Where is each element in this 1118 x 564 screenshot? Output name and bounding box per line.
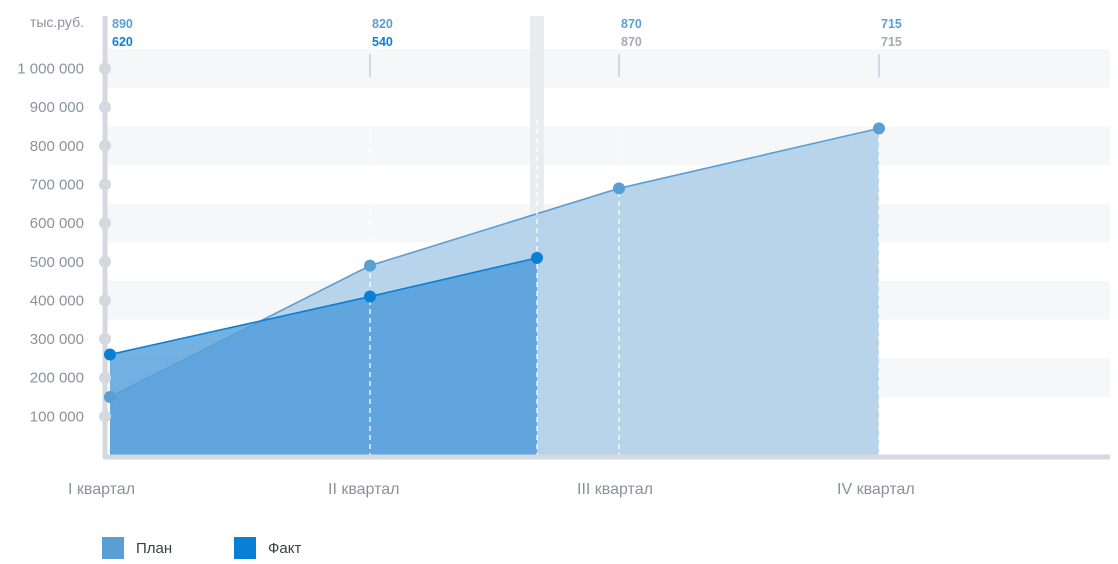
y-axis-dot [99,101,111,114]
y-axis-dot [99,294,111,307]
y-tick-label: 1 000 000 [17,61,84,78]
y-tick-label: 600 000 [30,215,84,232]
y-axis-dot [99,410,111,423]
top-value-plan: 870 [621,17,642,31]
y-axis-dot [99,178,111,191]
quarter-guides [369,54,880,455]
y-unit-label: тыс.руб. [30,14,84,30]
legend-item-fact[interactable]: Факт [234,537,301,559]
fact-area [110,257,537,455]
y-axis-dot [99,217,111,230]
data-points [104,122,885,404]
legend-item-plan[interactable]: План [102,537,172,559]
top-value-plan: 715 [881,17,902,31]
y-axis-dot [99,255,111,268]
top-value-fact: 870 [621,35,642,49]
y-tick-label: 300 000 [30,331,84,348]
plan-line [109,127,880,398]
tick-labels: 100 000 200 000 300 000 400 000 500 000 600 0… [17,14,914,498]
top-value-plan: 820 [372,17,393,31]
top-value-fact: 620 [112,35,133,49]
y-axis-dot [99,139,111,152]
grid-band [105,49,1110,88]
fact-point [364,290,376,303]
x-tick-label: II квартал [328,481,399,498]
legend-label-plan: План [136,539,173,557]
fact-point [104,348,116,361]
fact-point [531,251,543,264]
grid-band [105,126,1110,166]
top-value-fact: 715 [881,35,902,49]
chart-areas [109,127,880,455]
legend-swatch-plan [102,537,124,559]
y-tick-label: 100 000 [30,408,84,425]
y-tick-label: 900 000 [30,99,84,116]
y-axis-dot [99,371,111,384]
plan-point [364,259,376,272]
y-axis-dot [99,333,111,346]
x-tick-label: III квартал [577,481,653,498]
top-value-fact: 540 [372,35,393,49]
axes [99,16,1110,460]
y-tick-label: 500 000 [30,254,84,271]
x-tick-label: I квартал [68,481,135,498]
y-tick-label: 400 000 [30,292,84,309]
y-tick-label: 200 000 [30,370,84,387]
plan-point [613,182,625,195]
y-tick-label: 700 000 [30,176,84,193]
legend-swatch-fact [234,537,256,559]
y-tick-label: 800 000 [30,138,84,155]
plan-point [873,122,885,135]
top-value-plan: 890 [112,17,133,31]
y-axis-dot [99,62,111,75]
legend-label-fact: Факт [268,539,302,557]
x-tick-label: IV квартал [837,481,915,498]
plan-point [104,391,116,404]
